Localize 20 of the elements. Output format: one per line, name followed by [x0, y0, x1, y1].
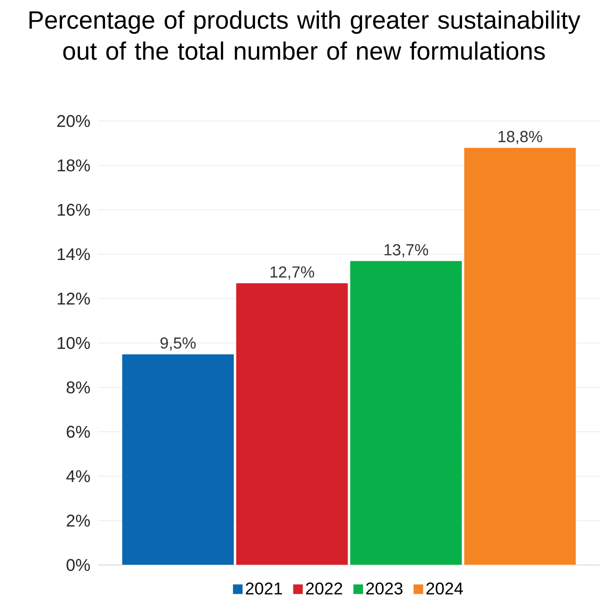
legend-label: 2023: [366, 582, 402, 595]
y-tick-label: 4%: [66, 470, 90, 482]
y-tick-label: 0%: [66, 558, 90, 572]
legend-label: 2024: [426, 582, 463, 595]
data-label: 13,7%: [384, 244, 428, 258]
y-tick-label: 18%: [58, 159, 90, 172]
y-tick-label: 14%: [58, 248, 90, 260]
y-tick-label: 10%: [58, 336, 90, 350]
chart-title: Percentage of products with greater sustainability out of the total number of new formulations: [30, 10, 580, 60]
y-tick-label: 2%: [66, 514, 90, 527]
y-tick-label: 6%: [66, 426, 90, 438]
data-label: 12,7%: [270, 266, 314, 280]
data-label: 18,8%: [498, 130, 542, 144]
legend-label: 2021: [246, 582, 282, 595]
y-tick-label: 12%: [58, 292, 90, 305]
legend-label: 2022: [306, 582, 342, 595]
y-tick-label: 20%: [57, 114, 90, 128]
y-tick-label: 16%: [58, 204, 90, 216]
y-tick-label: 8%: [66, 381, 90, 394]
data-label: 9,5%: [160, 337, 196, 351]
